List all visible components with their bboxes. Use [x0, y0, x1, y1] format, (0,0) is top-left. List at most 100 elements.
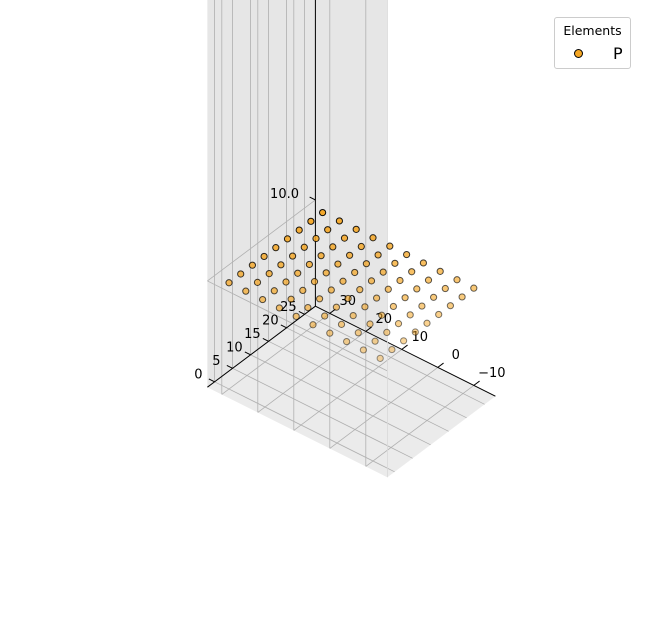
data-point: [335, 217, 343, 225]
axes-panes: [207, 0, 496, 478]
data-point: [305, 260, 313, 269]
data-points: [225, 208, 478, 362]
data-point: [259, 295, 267, 304]
data-point: [373, 294, 381, 302]
data-point: [295, 226, 303, 234]
data-point: [359, 346, 367, 354]
x-axis-line: [315, 305, 496, 397]
x-tick: [401, 344, 408, 350]
data-point: [374, 251, 382, 259]
data-point: [383, 328, 391, 336]
data-point: [344, 294, 352, 303]
data-point: [435, 310, 443, 319]
y-tick: [280, 324, 287, 329]
data-point: [275, 304, 283, 312]
data-point: [332, 303, 340, 311]
legend: Elements P: [554, 17, 631, 69]
data-point: [225, 279, 233, 287]
data-point: [401, 294, 409, 302]
y-tick: [208, 378, 215, 383]
data-point: [446, 302, 454, 310]
data-point: [394, 320, 403, 328]
y-tick: [298, 310, 305, 315]
grid-y-floor: [304, 313, 485, 405]
x-tick-label: 0: [452, 348, 460, 363]
x-tick: [365, 326, 372, 332]
x-tick-label: 10: [412, 330, 429, 345]
data-point: [354, 329, 362, 337]
data-point: [378, 311, 386, 319]
grid-y-floor: [232, 367, 413, 459]
y-tick: [244, 351, 251, 356]
grid-lines: [207, 0, 485, 473]
data-point: [362, 260, 370, 268]
data-point: [351, 268, 359, 277]
data-point: [321, 312, 329, 320]
data-point: [326, 329, 334, 337]
data-point: [312, 234, 320, 243]
data-point: [265, 270, 273, 278]
x-tick: [437, 362, 444, 368]
y-tick-label: 15: [244, 327, 261, 342]
y-tick: [262, 337, 269, 342]
data-point: [339, 277, 347, 285]
y-tick-label: 5: [212, 354, 220, 369]
data-point: [419, 259, 427, 267]
data-point: [357, 242, 365, 251]
data-point: [253, 278, 262, 286]
data-point: [369, 234, 377, 242]
data-point: [316, 295, 324, 303]
data-point: [287, 295, 295, 303]
data-point: [388, 345, 396, 354]
data-point: [458, 293, 466, 301]
data-point: [337, 320, 346, 328]
data-point: [367, 277, 376, 285]
data-point: [309, 321, 317, 329]
grid-x-floor: [257, 331, 367, 413]
data-point: [424, 276, 433, 284]
grid-z-right: [207, 280, 388, 372]
data-point: [270, 287, 278, 295]
data-point: [361, 303, 369, 311]
data-point: [413, 285, 421, 293]
data-point: [310, 278, 319, 286]
data-point: [430, 293, 438, 301]
legend-label: P: [613, 44, 623, 63]
x-tick: [473, 380, 480, 386]
legend-marker-icon: [574, 49, 583, 58]
y-tick-label: 25: [280, 300, 297, 315]
data-point: [294, 269, 302, 277]
y-tick-label: 0: [194, 368, 202, 383]
grid-x-floor: [293, 349, 403, 431]
data-point: [319, 208, 327, 217]
data-point: [343, 337, 351, 346]
grid-y-floor: [214, 381, 395, 473]
data-point: [289, 252, 297, 260]
data-point: [242, 287, 250, 295]
data-point: [376, 354, 384, 362]
data-point: [441, 284, 449, 293]
legend-entry-p: P: [569, 44, 629, 63]
grid-x-floor: [329, 367, 439, 449]
data-point: [283, 235, 292, 243]
pane-floor: [207, 306, 496, 478]
data-point: [356, 286, 364, 294]
data-point: [237, 270, 245, 278]
data-point: [453, 276, 461, 284]
y-tick-label: 20: [262, 314, 279, 329]
data-point: [352, 225, 360, 233]
data-point: [379, 268, 387, 276]
data-point: [327, 286, 335, 294]
data-point: [248, 261, 256, 269]
data-point: [304, 303, 312, 312]
data-point: [292, 312, 300, 320]
grid-x-floor: [365, 385, 475, 467]
data-point: [389, 302, 397, 311]
data-point: [403, 250, 411, 259]
data-point: [408, 268, 416, 276]
data-point: [272, 244, 280, 252]
data-point: [423, 319, 431, 327]
data-point: [334, 260, 342, 268]
grid-z-left: [207, 199, 316, 282]
data-point: [400, 337, 408, 345]
